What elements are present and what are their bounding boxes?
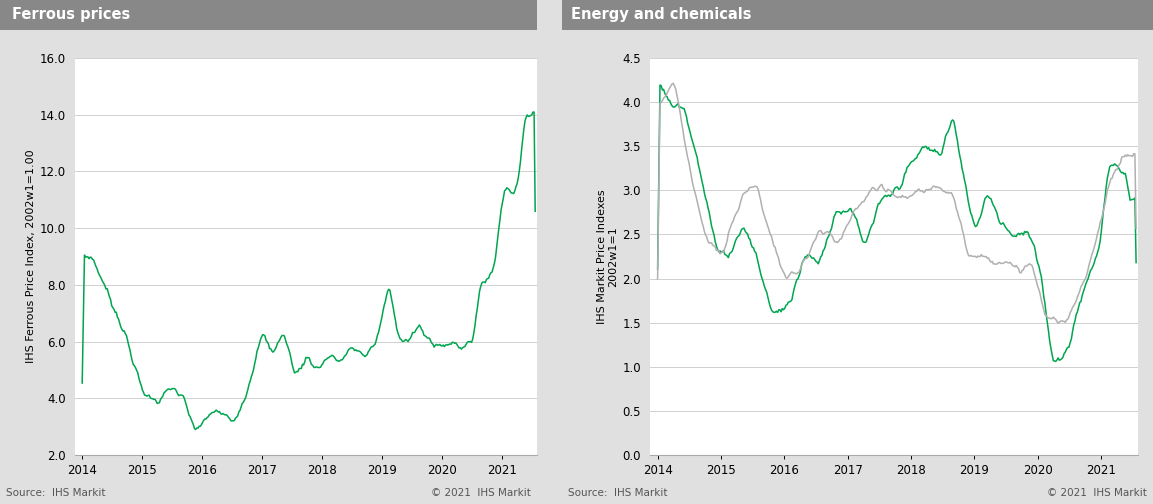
- Energy: [952, 153, 966, 159]
- Energy: [709, 243, 723, 249]
- Y-axis label: IHS Markit Price Indexes
2002w1=1: IHS Markit Price Indexes 2002w1=1: [596, 189, 618, 324]
- Chemicals: [1129, 225, 1143, 231]
- Chemicals: [952, 217, 966, 223]
- Energy: [997, 222, 1011, 228]
- Line: Energy: Energy: [657, 85, 1136, 361]
- Energy: [653, 82, 666, 88]
- Energy: [842, 208, 856, 214]
- Y-axis label: IHS Ferrous Price Index, 2002w1=1.00: IHS Ferrous Price Index, 2002w1=1.00: [25, 150, 36, 363]
- Chemicals: [666, 80, 680, 86]
- Chemicals: [709, 247, 723, 254]
- Text: Ferrous prices: Ferrous prices: [12, 8, 130, 23]
- Chemicals: [842, 221, 856, 227]
- Chemicals: [808, 237, 822, 243]
- Energy: [1000, 226, 1013, 232]
- Energy: [1129, 260, 1143, 266]
- Energy: [1049, 358, 1063, 364]
- Chemicals: [997, 260, 1011, 266]
- Text: © 2021  IHS Markit: © 2021 IHS Markit: [1047, 488, 1147, 498]
- Text: Energy and chemicals: Energy and chemicals: [571, 8, 752, 23]
- Text: Source:  IHS Markit: Source: IHS Markit: [6, 488, 105, 498]
- Energy: [808, 257, 822, 263]
- Chemicals: [1052, 321, 1065, 327]
- Text: Source:  IHS Markit: Source: IHS Markit: [567, 488, 668, 498]
- Energy: [650, 266, 664, 272]
- Line: Chemicals: Chemicals: [657, 83, 1136, 324]
- Chemicals: [1000, 259, 1013, 265]
- Chemicals: [650, 276, 664, 282]
- Text: © 2021  IHS Markit: © 2021 IHS Markit: [431, 488, 532, 498]
